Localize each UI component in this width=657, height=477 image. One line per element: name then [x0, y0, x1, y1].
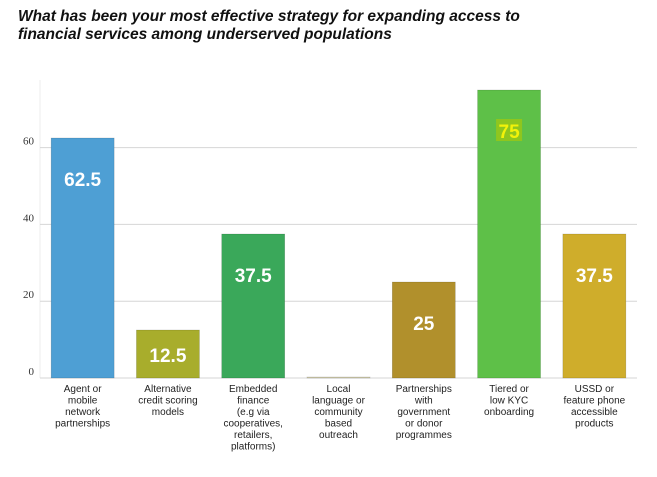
x-tick-label-line: programmes: [396, 430, 452, 441]
data-label: 37.5: [576, 266, 613, 287]
x-tick-label-line: language or: [312, 396, 365, 407]
x-tick-label-line: Agent or: [64, 384, 102, 395]
x-tick-label-line: feature phone: [563, 396, 625, 407]
x-tick-label-line: outreach: [319, 430, 358, 441]
x-tick-label-line: or donor: [405, 419, 443, 430]
x-tick-label-line: products: [575, 419, 613, 430]
x-tick-label-line: (e.g via: [237, 407, 270, 418]
bar: [136, 329, 200, 379]
x-tick-label-line: Local: [327, 384, 351, 395]
x-tick-label: Agent or mobile network partnerships: [55, 384, 110, 430]
y-tick-label: 20: [23, 289, 35, 301]
x-tick-label-line: Alternative: [144, 384, 192, 395]
x-tick-label-line: platforms): [231, 442, 275, 453]
y-tick-label: 60: [23, 136, 35, 148]
x-tick-label-line: retailers,: [234, 430, 272, 441]
bar: [306, 376, 371, 379]
bar: [221, 233, 286, 379]
x-tick-label: Embedded finance (e.g via cooperatives, reta…: [223, 384, 282, 453]
chart-title: What has been your most effective strate…: [18, 8, 520, 43]
x-tick-label-line: models: [152, 407, 184, 418]
x-tick-label-line: mobile: [68, 396, 98, 407]
x-tick-label: Partnerships with government or donor progra…: [396, 384, 452, 441]
x-tick-label-line: onboarding: [484, 407, 534, 418]
x-tick-label: Local language or community based outreach: [312, 384, 365, 441]
x-tick-label: Alternative credit scoring models: [138, 384, 197, 418]
x-tick-label-line: based: [325, 419, 352, 430]
y-tick-label: 0: [29, 366, 35, 378]
x-tick-label-line: credit scoring: [138, 396, 197, 407]
x-tick-label-line: government: [397, 407, 450, 418]
data-label-highlight: [496, 119, 523, 141]
x-tick-label-line: Tiered or: [489, 384, 529, 395]
bar: [391, 281, 456, 379]
x-tick-label: USSD or feature phone accessible products: [563, 384, 625, 430]
x-tick-label-line: partnerships: [55, 419, 110, 430]
x-tick-label-line: cooperatives,: [223, 419, 282, 430]
data-label: 25: [413, 314, 435, 335]
x-tick-label-line: USSD or: [575, 384, 615, 395]
data-label: 75: [499, 122, 521, 143]
data-label: 12.5: [149, 346, 186, 367]
x-tick-label-line: low KYC: [490, 396, 528, 407]
bar: [562, 233, 627, 379]
bar: [50, 137, 115, 379]
x-tick-label-line: Partnerships: [396, 384, 452, 395]
data-label: 62.5: [64, 170, 101, 191]
y-tick-label: 40: [23, 212, 35, 224]
x-tick-label-line: Embedded: [229, 384, 277, 395]
x-tick-label: Tiered or low KYC onboarding: [484, 384, 534, 418]
x-tick-label-line: with: [414, 396, 433, 407]
x-tick-label-line: community: [314, 407, 362, 418]
x-tick-label-line: finance: [237, 396, 270, 407]
x-tick-label-line: accessible: [571, 407, 618, 418]
data-label: 37.5: [235, 266, 272, 287]
x-tick-label-line: network: [65, 407, 101, 418]
